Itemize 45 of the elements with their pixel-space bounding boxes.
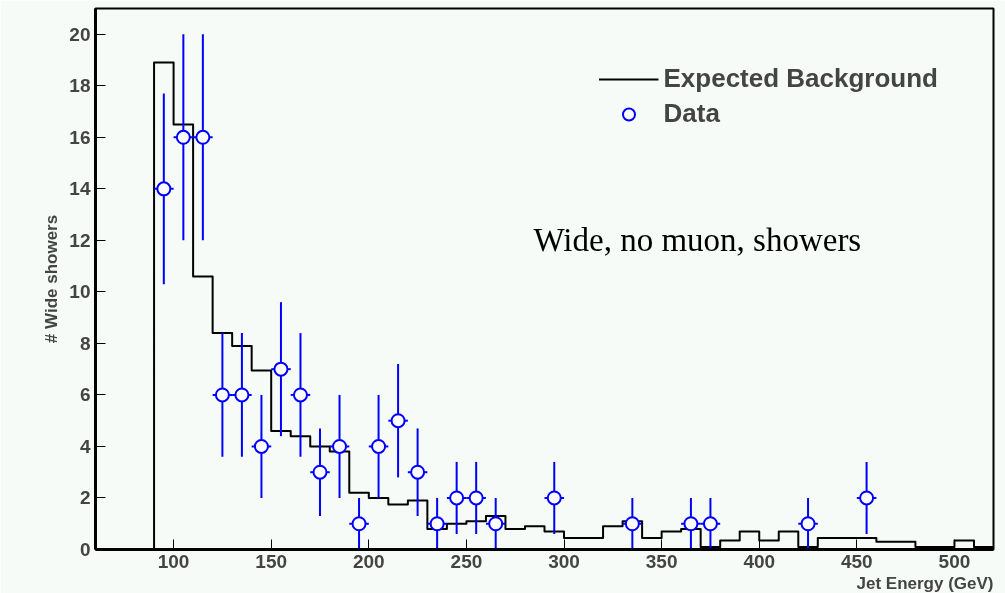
point	[156, 181, 172, 197]
y-tick-label: 6	[79, 384, 91, 406]
point	[253, 438, 269, 454]
point	[488, 516, 504, 532]
x-tick-label: 250	[450, 550, 483, 572]
point	[859, 490, 875, 506]
y-tick-label: 12	[69, 229, 91, 251]
point	[332, 438, 348, 454]
y-axis-title: # Wide showers	[42, 214, 62, 344]
point	[624, 516, 640, 532]
x-tick-label: 300	[548, 550, 580, 572]
y-tick-label: 10	[69, 281, 91, 303]
x-tick-label: 400	[743, 550, 776, 572]
y-tick-label: 0	[79, 539, 91, 560]
x-axis-title: Jet Energy (GeV)	[856, 573, 994, 593]
point	[175, 129, 191, 145]
x-tick-label: 200	[352, 550, 385, 572]
x-tick-label: 350	[645, 550, 678, 572]
point	[351, 516, 367, 532]
x-tick-label: 100	[157, 550, 190, 572]
point	[312, 464, 328, 480]
point	[371, 438, 387, 454]
point	[546, 490, 562, 506]
point	[429, 516, 445, 532]
point	[273, 361, 289, 377]
y-tick-label: 4	[79, 435, 91, 457]
x-tick-label: 150	[255, 550, 288, 572]
y-tick-label: 14	[69, 178, 91, 200]
point	[214, 387, 230, 403]
annotation: Wide, no muon, showers	[533, 221, 862, 258]
y-tick-label: 16	[69, 126, 91, 148]
point	[449, 490, 465, 506]
point	[410, 464, 426, 480]
y-tick-label: 20	[69, 23, 91, 45]
point	[292, 387, 308, 403]
point	[390, 413, 406, 429]
legend-label: Data	[663, 98, 720, 129]
legend-label: Expected Background	[663, 63, 938, 94]
x-tick-label: 500	[938, 550, 971, 572]
x-tick-label: 450	[841, 550, 873, 572]
y-tick-label: 8	[79, 332, 91, 354]
point	[800, 516, 816, 532]
y-tick-label: 18	[69, 75, 91, 97]
y-tick-label: 2	[79, 487, 91, 509]
point	[702, 516, 718, 532]
